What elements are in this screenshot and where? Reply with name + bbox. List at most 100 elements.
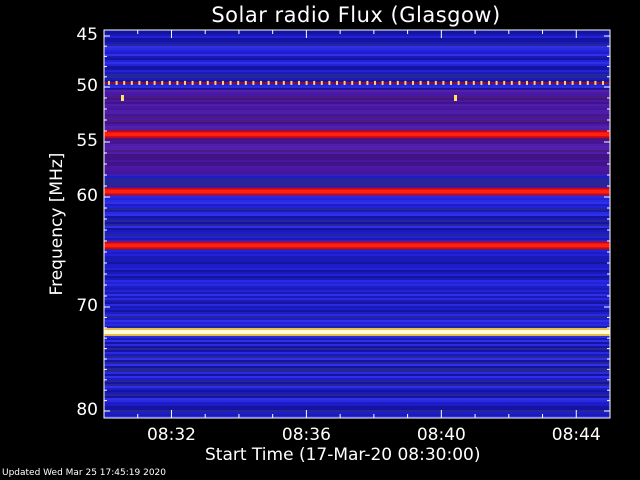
band-49-spike xyxy=(275,80,278,85)
spectrogram-plot xyxy=(104,30,610,418)
bg-stripe xyxy=(104,310,610,312)
bg-stripe xyxy=(104,378,610,380)
bg-stripe xyxy=(104,370,610,372)
bg-stripe xyxy=(104,224,610,226)
bg-stripe xyxy=(104,208,610,210)
y-tick-label: 80 xyxy=(76,400,98,420)
band-49-spike xyxy=(146,80,148,85)
bg-stripe xyxy=(104,182,610,184)
bg-stripe xyxy=(104,48,610,50)
y-tick-label: 60 xyxy=(76,186,98,206)
bg-stripe xyxy=(104,268,610,270)
bg-stripe xyxy=(104,258,610,260)
bg-stripe xyxy=(104,152,610,154)
bright-spot xyxy=(454,95,457,101)
band-49-spike xyxy=(138,80,141,85)
band-49-spike xyxy=(381,80,384,85)
bg-stripe xyxy=(104,120,610,122)
bg-stripe xyxy=(104,170,610,172)
bg-stripe xyxy=(104,226,610,228)
band-49-spike xyxy=(123,80,126,85)
bg-stripe xyxy=(104,62,610,64)
bg-stripe xyxy=(104,368,610,370)
bg-stripe xyxy=(104,314,610,316)
bg-stripe xyxy=(104,230,610,232)
bg-stripe xyxy=(104,336,610,338)
bg-stripe xyxy=(104,78,610,80)
band-72-core xyxy=(104,329,610,334)
bg-stripe xyxy=(104,206,610,208)
bg-stripe xyxy=(104,416,610,418)
bg-stripe xyxy=(104,228,610,230)
updated-timestamp: Updated Wed Mar 25 17:45:19 2020 xyxy=(2,468,166,478)
bg-stripe xyxy=(104,402,610,404)
bg-stripe xyxy=(104,348,610,350)
bg-stripe xyxy=(104,124,610,126)
x-tick-label: 08:40 xyxy=(416,425,466,445)
bg-stripe xyxy=(104,36,610,38)
band-49-spike xyxy=(267,80,270,85)
bg-stripe xyxy=(104,162,610,164)
band-49-spike xyxy=(564,80,566,85)
bg-stripe xyxy=(104,204,610,206)
band-49-spike xyxy=(374,80,376,85)
bg-stripe xyxy=(104,384,610,386)
bg-stripe xyxy=(104,340,610,342)
bg-stripe xyxy=(104,40,610,42)
bg-stripe xyxy=(104,128,610,130)
bg-stripe xyxy=(104,180,610,182)
bg-stripe xyxy=(104,210,610,212)
bg-stripe xyxy=(104,396,610,398)
bg-stripe xyxy=(104,218,610,220)
bg-stripe xyxy=(104,46,610,48)
bg-stripe xyxy=(104,222,610,224)
bg-stripe xyxy=(104,60,610,62)
bg-stripe xyxy=(104,108,610,110)
bg-stripe xyxy=(104,156,610,158)
bg-stripe xyxy=(104,390,610,392)
bg-stripe xyxy=(104,362,610,364)
bg-stripe xyxy=(104,158,610,160)
bg-stripe xyxy=(104,142,610,144)
bg-stripe xyxy=(104,262,610,264)
bg-stripe xyxy=(104,382,610,384)
chart-title: Solar radio Flux (Glasgow) xyxy=(211,3,501,27)
band-49-spike xyxy=(548,80,551,85)
bg-stripe xyxy=(104,184,610,186)
bg-stripe xyxy=(104,100,610,102)
y-tick-label: 50 xyxy=(76,76,98,96)
bg-stripe xyxy=(104,338,610,340)
bg-stripe xyxy=(104,292,610,294)
bg-stripe xyxy=(104,178,610,180)
bg-stripe xyxy=(104,72,610,74)
bg-stripe xyxy=(104,302,610,304)
bg-stripe xyxy=(104,92,610,94)
band-49-spike xyxy=(237,80,240,85)
bg-stripe xyxy=(104,326,610,328)
bg-stripe xyxy=(104,110,610,112)
bg-stripe xyxy=(104,168,610,170)
y-axis-label: Frequency [MHz] xyxy=(47,152,67,296)
band-49-spike xyxy=(358,80,361,85)
band-49-spike xyxy=(176,80,179,85)
bg-stripe xyxy=(104,112,610,114)
band-49-spike xyxy=(533,80,536,85)
bg-stripe xyxy=(104,58,610,60)
bg-stripe xyxy=(104,404,610,406)
bg-stripe xyxy=(104,102,610,104)
band-49-spike xyxy=(571,80,574,85)
band-49-spike xyxy=(252,80,255,85)
band-49-spike xyxy=(191,80,194,85)
bg-stripe xyxy=(104,284,610,286)
bg-stripe xyxy=(104,280,610,282)
bg-stripe xyxy=(104,118,610,120)
bg-stripe xyxy=(104,376,610,378)
bg-stripe xyxy=(104,196,610,198)
bg-stripe xyxy=(104,346,610,348)
bg-stripe xyxy=(104,98,610,100)
band-49-spike xyxy=(320,80,323,85)
band-49-spike xyxy=(503,80,506,85)
bg-stripe xyxy=(104,324,610,326)
bg-stripe xyxy=(104,236,610,238)
bg-stripe xyxy=(104,94,610,96)
